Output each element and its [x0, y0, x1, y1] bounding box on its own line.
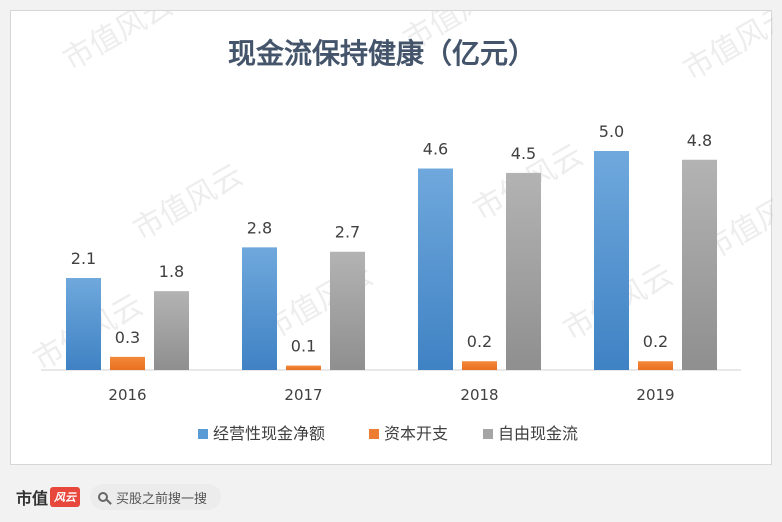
legend-label-series-0: 经营性现金净额: [213, 424, 325, 443]
x-tick-label-2016: 2016: [108, 386, 146, 404]
bar-2016-series-2: [154, 291, 189, 370]
value-label-2018-series-2: 4.5: [511, 144, 536, 163]
bar-2016-series-0: [66, 278, 101, 370]
value-label-2017-series-2: 2.7: [335, 223, 360, 242]
bar-2018-series-0: [418, 168, 453, 370]
value-label-2016-series-1: 0.3: [115, 328, 140, 347]
bar-2018-series-2: [506, 172, 541, 370]
value-label-2017-series-0: 2.8: [247, 218, 272, 237]
value-label-2017-series-1: 0.1: [291, 337, 316, 356]
bar-2019-series-0: [594, 151, 629, 370]
value-label-2018-series-0: 4.6: [423, 140, 448, 159]
bar-2019-series-2: [682, 159, 717, 370]
watermark-text: 市值风云: [678, 11, 774, 88]
watermark-text: 市值风云: [128, 158, 249, 248]
value-label-2019-series-1: 0.2: [643, 332, 668, 351]
legend-label-series-2: 自由现金流: [498, 424, 578, 443]
value-label-2018-series-1: 0.2: [467, 332, 492, 351]
brand-name: 市值: [16, 489, 49, 508]
legend-swatch-series-1: [369, 429, 379, 439]
search-text: 买股之前搜一搜: [116, 491, 208, 507]
bar-2016-series-1: [110, 356, 145, 370]
chart-title: 现金流保持健康（亿元）: [228, 37, 536, 70]
value-label-2019-series-2: 4.8: [687, 131, 712, 150]
brand-mark: 风云: [50, 487, 81, 507]
chart-card: 市值风云市值风云市值风云市值风云市值风云市值风云市值风云市值风云市值风云 现金流…: [10, 10, 774, 465]
footer-bar: 市值 风云 买股之前搜一搜: [0, 472, 782, 522]
watermark-text: 市值风云: [58, 11, 179, 78]
legend-label-series-1: 资本开支: [384, 424, 448, 443]
bar-2017-series-2: [330, 251, 365, 370]
brand-logo[interactable]: 市值 风云: [16, 485, 81, 509]
value-label-2016-series-2: 1.8: [159, 262, 184, 281]
bar-2017-series-0: [242, 247, 277, 370]
value-label-2019-series-0: 5.0: [599, 122, 624, 141]
search-box[interactable]: 买股之前搜一搜: [90, 484, 222, 510]
bar-2018-series-1: [462, 361, 497, 370]
bar-chart: 市值风云市值风云市值风云市值风云市值风云市值风云市值风云市值风云市值风云 现金流…: [28, 11, 774, 443]
bar-2019-series-1: [638, 361, 673, 370]
legend-swatch-series-2: [483, 429, 493, 439]
x-tick-label-2018: 2018: [460, 386, 498, 404]
legend-swatch-series-0: [198, 429, 208, 439]
x-tick-label-2019: 2019: [636, 386, 674, 404]
search-icon: [98, 492, 109, 502]
x-tick-label-2017: 2017: [284, 386, 322, 404]
bar-2017-series-1: [286, 365, 321, 370]
value-label-2016-series-0: 2.1: [71, 249, 96, 268]
